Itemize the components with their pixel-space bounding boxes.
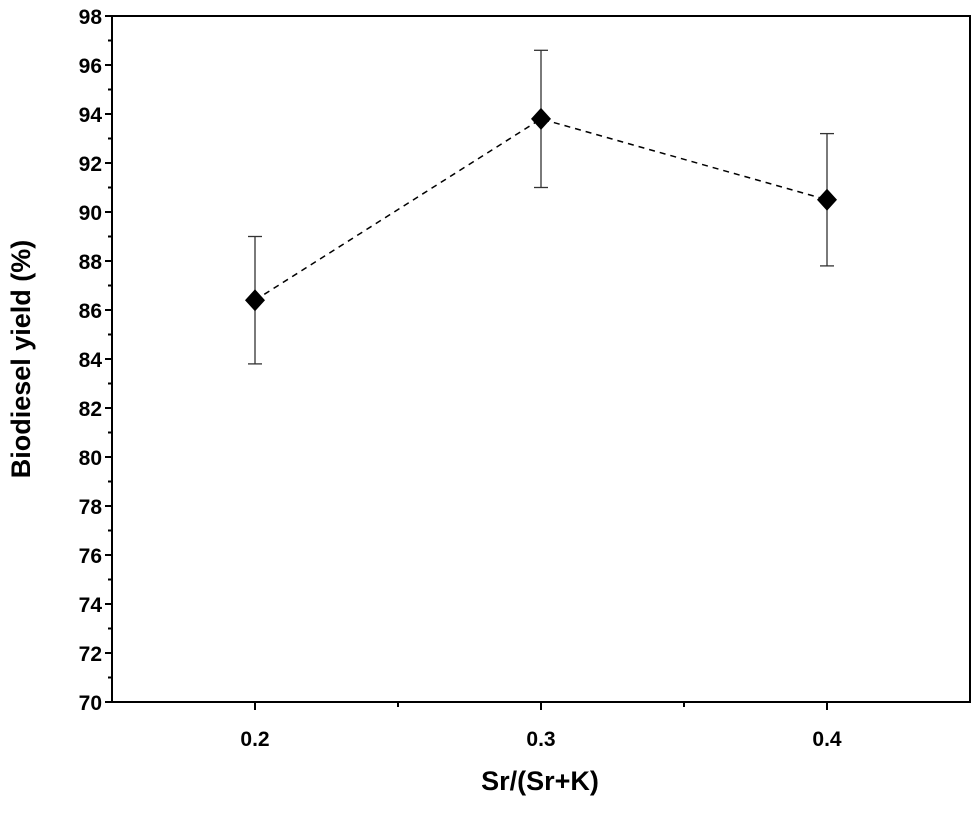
y-tick-label: 88	[79, 251, 103, 274]
y-tick-label: 70	[79, 692, 102, 715]
y-tick-label: 80	[79, 447, 102, 470]
y-tick-label: 84	[79, 349, 103, 372]
y-tick-label: 94	[79, 104, 103, 127]
data-point	[817, 188, 837, 211]
x-tick-label: 0.4	[812, 728, 842, 751]
y-axis-label: Biodiesel yield (%)	[6, 240, 36, 479]
axes: 70 72 74 76 78 80 82 84 86 88 90 92 94 96 98 0.2 0.3 0.4	[79, 6, 971, 751]
y-tick-label: 90	[79, 202, 102, 225]
data-marks	[245, 49, 837, 365]
x-tick-label: 0.2	[240, 728, 269, 751]
y-tick-label: 78	[79, 496, 103, 519]
y-tick-label: 74	[79, 594, 103, 617]
x-tick-label: 0.3	[526, 728, 555, 751]
y-tick-label: 76	[79, 545, 102, 568]
y-tick-label: 96	[79, 55, 102, 78]
y-tick-label: 98	[79, 6, 103, 29]
y-tick-label: 72	[79, 643, 102, 666]
y-tick-label: 92	[79, 153, 102, 176]
data-point	[531, 107, 551, 130]
data-point	[245, 289, 265, 312]
series-line	[254, 118, 828, 301]
x-axis-label: Sr/(Sr+K)	[481, 766, 599, 796]
y-tick-label: 82	[79, 398, 102, 421]
y-tick-label: 86	[79, 300, 102, 323]
